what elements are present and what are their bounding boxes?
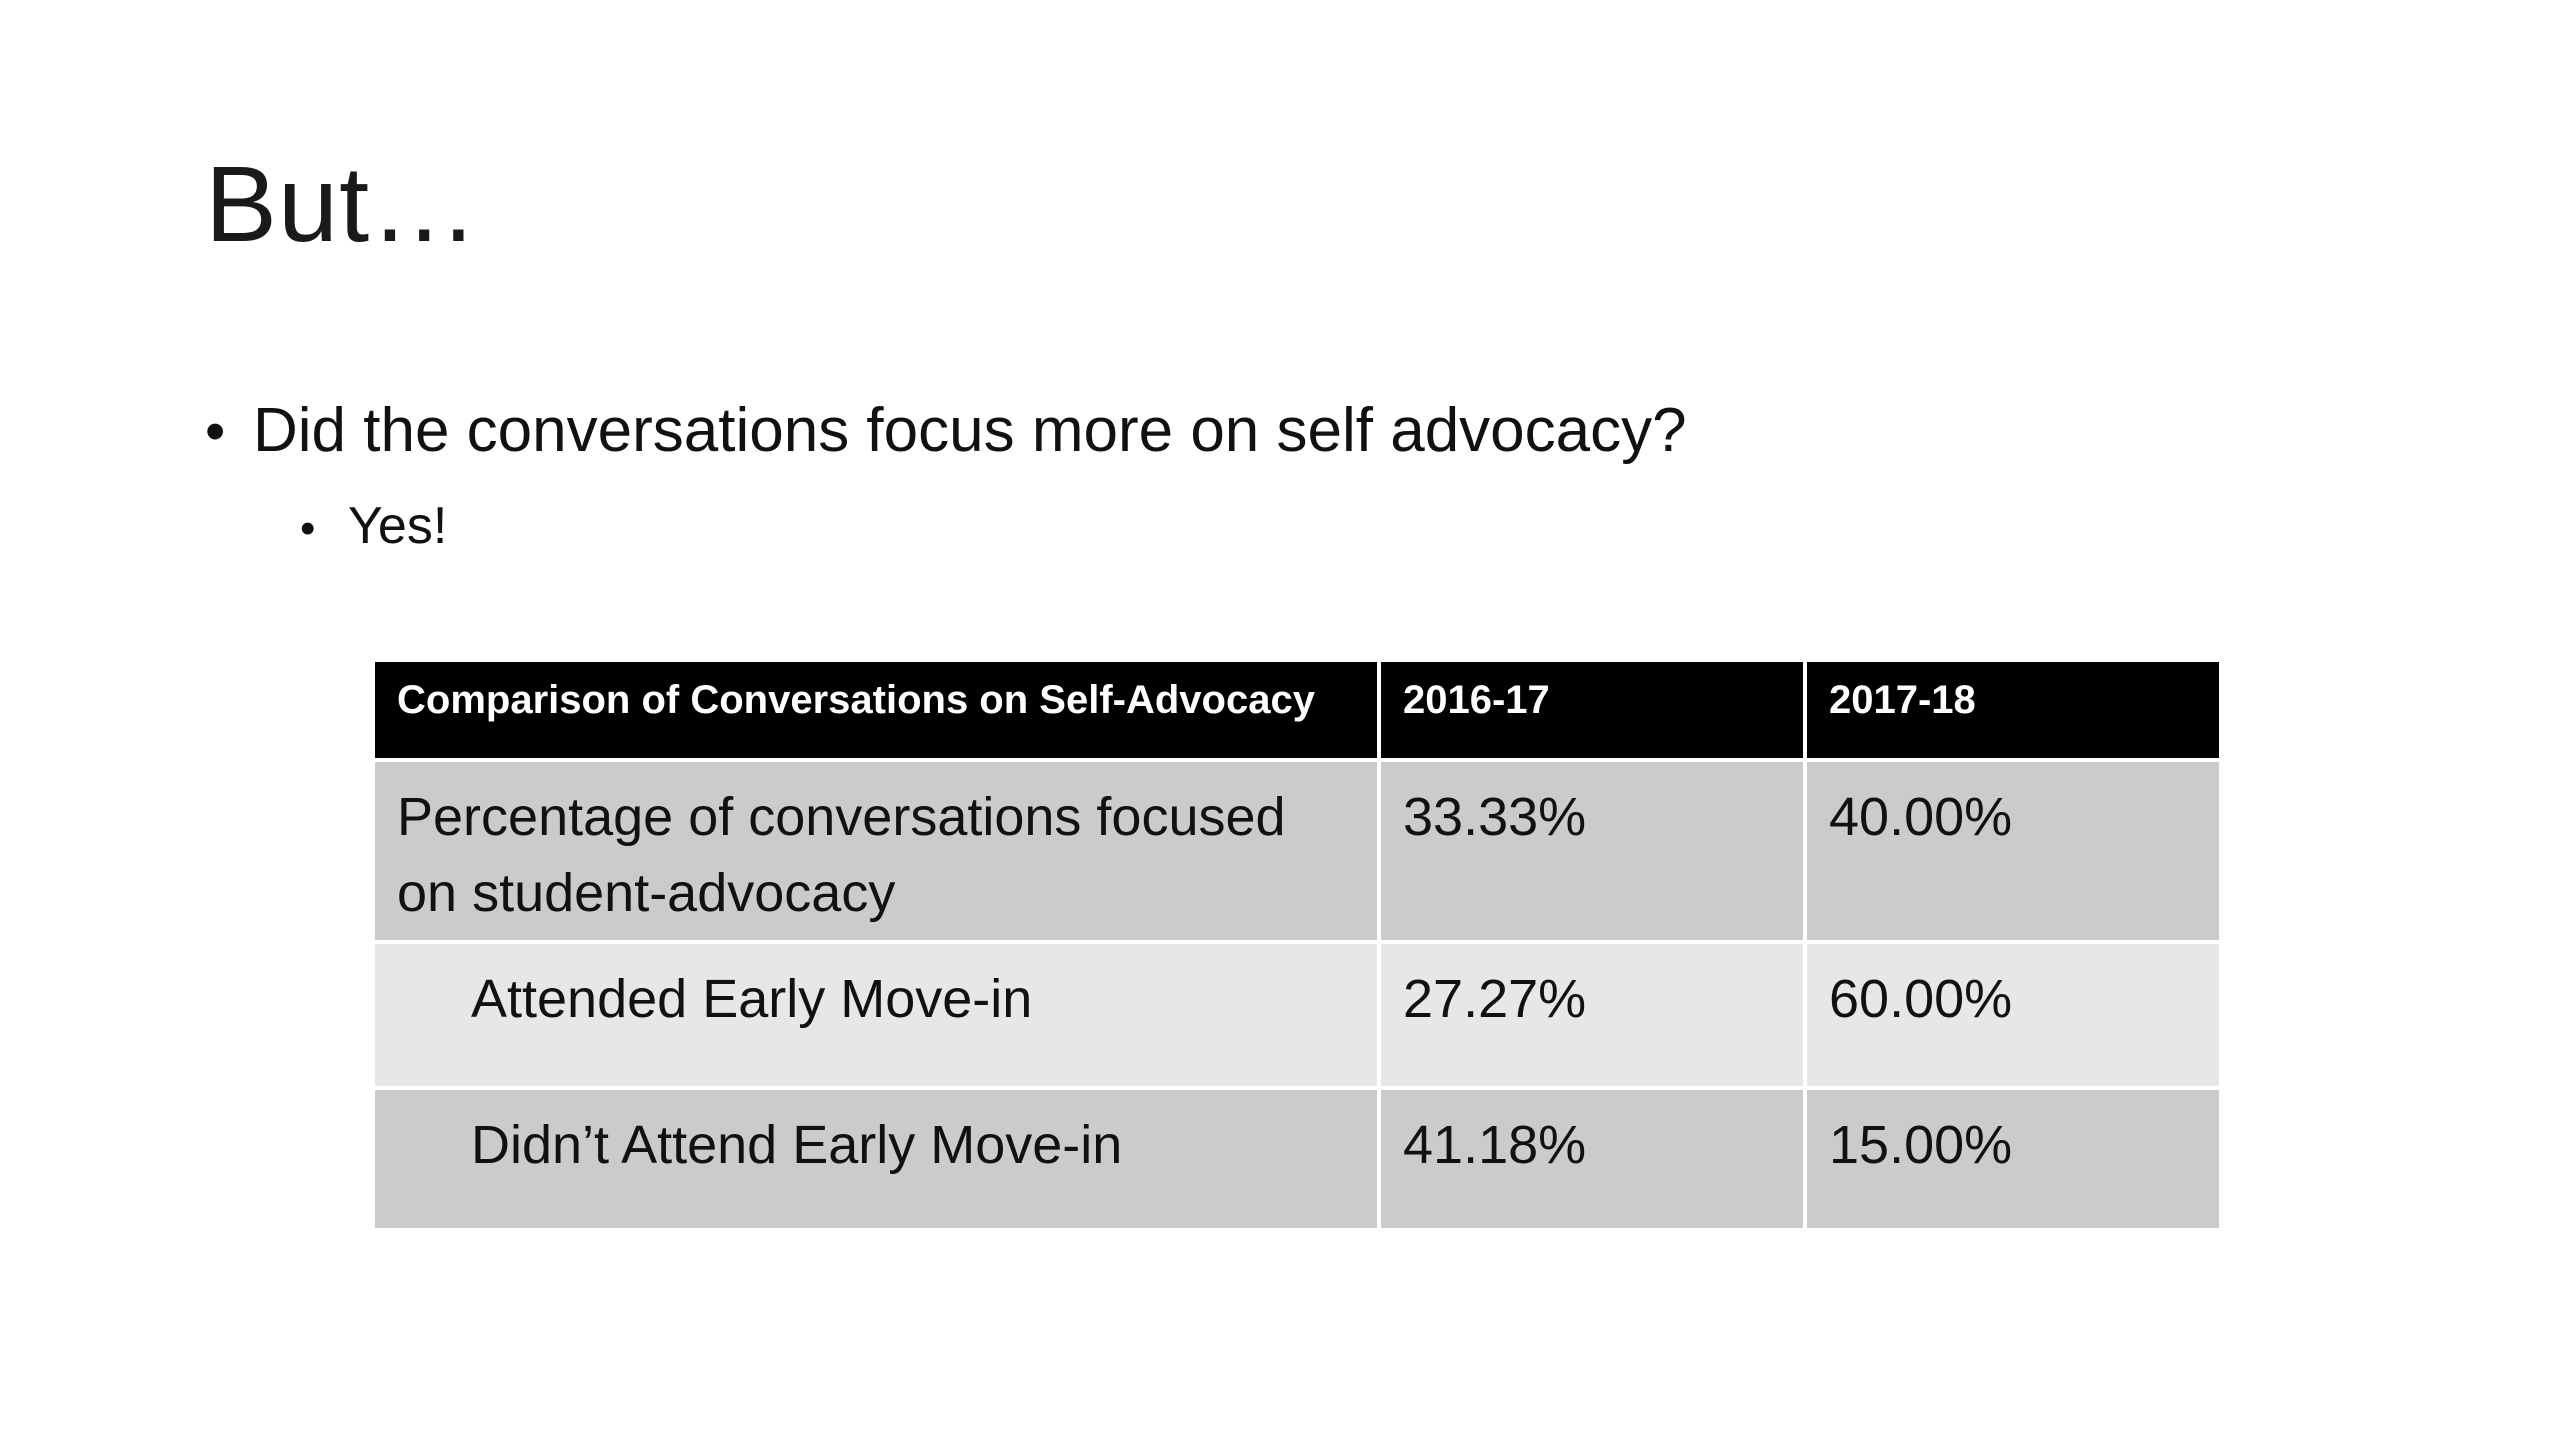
row-label: Percentage of conversations focused on s… xyxy=(371,758,1381,944)
cell-2017-18: 40.00% xyxy=(1803,758,2223,944)
header-comparison: Comparison of Conversations on Self-Advo… xyxy=(371,658,1381,762)
row-label: Didn’t Attend Early Move-in xyxy=(371,1086,1381,1232)
bullet-dot: • xyxy=(205,399,226,464)
sub-bullet-dot: • xyxy=(300,504,316,553)
cell-2016-17: 41.18% xyxy=(1377,1086,1807,1232)
slide-title: But… xyxy=(205,143,480,264)
table-row: Didn’t Attend Early Move-in 41.18% 15.00… xyxy=(371,1086,2223,1232)
bullet-level-2: • Yes! xyxy=(300,500,447,552)
cell-2016-17: 33.33% xyxy=(1377,758,1807,944)
table-row: Percentage of conversations focused on s… xyxy=(371,758,2223,944)
cell-2017-18: 60.00% xyxy=(1803,940,2223,1090)
table-row: Attended Early Move-in 27.27% 60.00% xyxy=(371,940,2223,1090)
sub-bullet-text: Yes! xyxy=(348,497,448,555)
table-header-row: Comparison of Conversations on Self-Advo… xyxy=(371,658,2223,762)
header-2017-18: 2017-18 xyxy=(1803,658,2223,762)
row-label: Attended Early Move-in xyxy=(371,940,1381,1090)
cell-2017-18: 15.00% xyxy=(1803,1086,2223,1232)
header-2016-17: 2016-17 xyxy=(1377,658,1807,762)
cell-2016-17: 27.27% xyxy=(1377,940,1807,1090)
comparison-table: Comparison of Conversations on Self-Advo… xyxy=(371,658,2223,1232)
bullet-text: Did the conversations focus more on self… xyxy=(253,396,1687,465)
bullet-level-1: • Did the conversations focus more on se… xyxy=(205,400,1687,462)
